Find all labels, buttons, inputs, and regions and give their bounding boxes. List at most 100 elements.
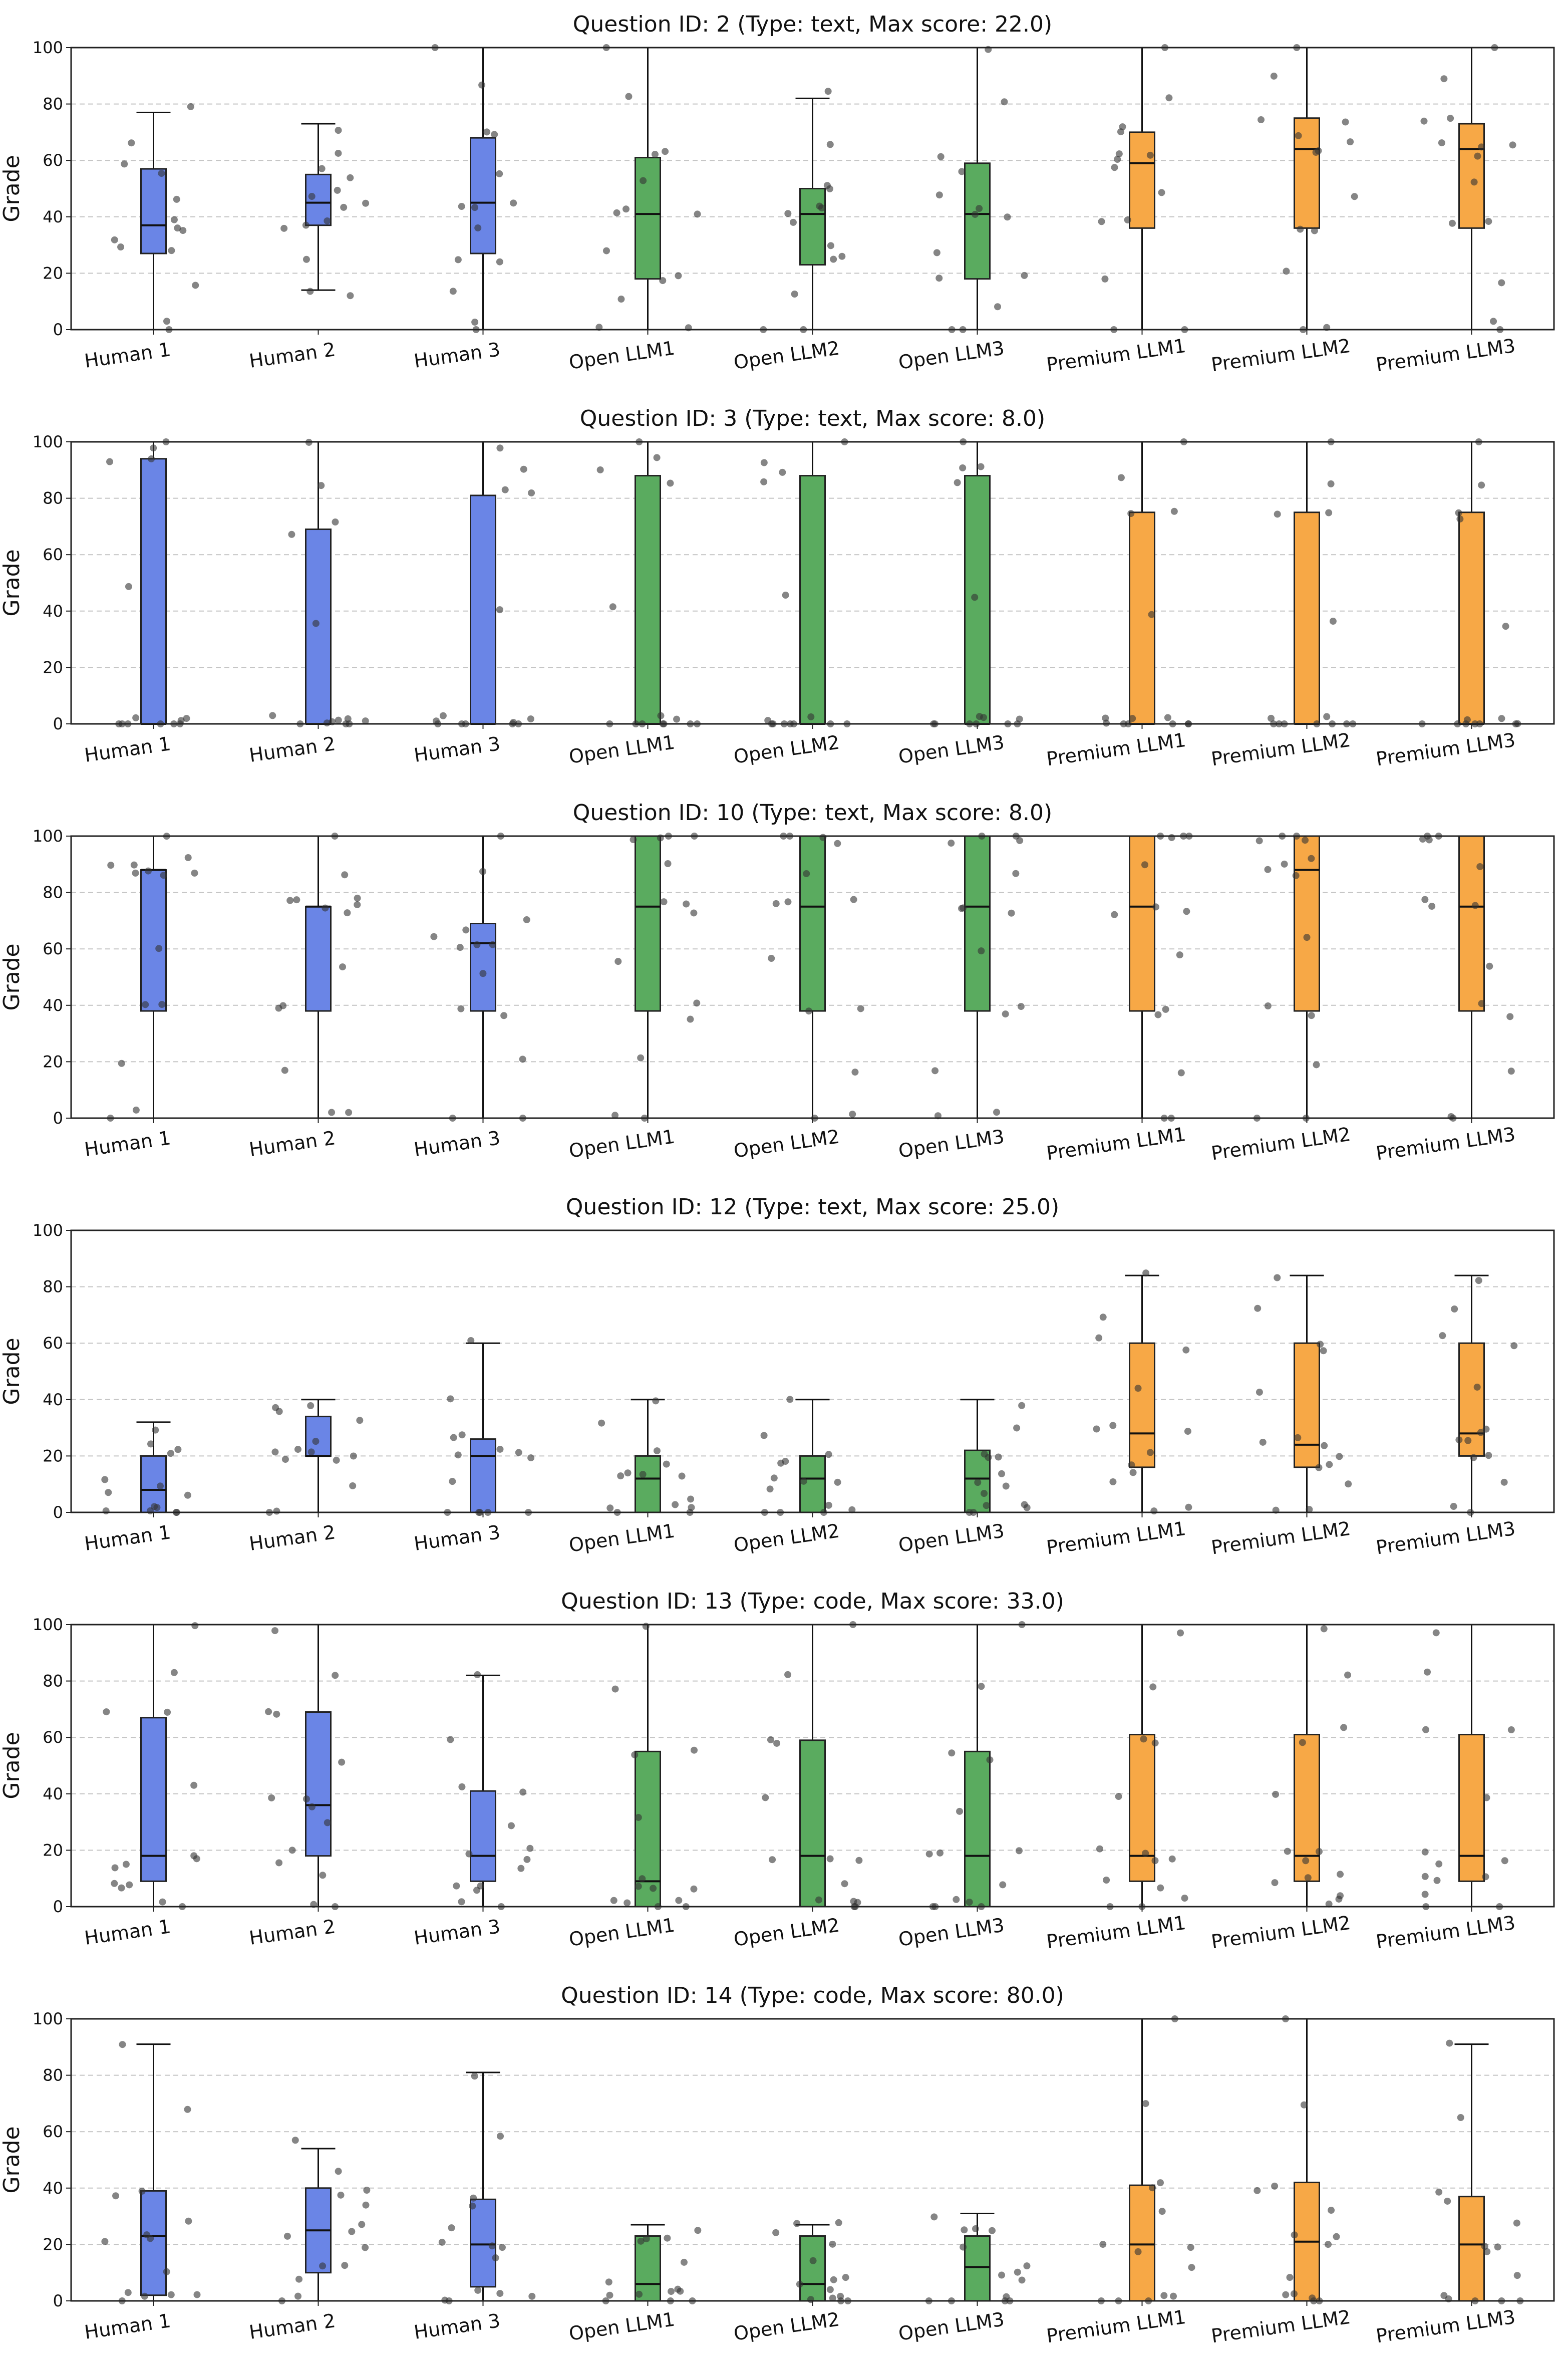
y-tick-label: 100: [33, 827, 63, 846]
data-point: [966, 1898, 973, 1906]
data-point: [345, 1109, 353, 1116]
x-tick-label: Human 1: [83, 1915, 172, 1949]
data-point: [605, 2278, 612, 2286]
data-point: [1258, 116, 1265, 124]
data-point: [339, 963, 347, 971]
data-point: [978, 1683, 985, 1690]
box-open-llm2: [768, 833, 864, 1122]
data-point: [1313, 1061, 1320, 1069]
box-human-1: [101, 1421, 191, 1516]
box-iqr: [1458, 1342, 1485, 1457]
x-tick-label: Open LLM1: [567, 2308, 676, 2345]
data-point: [269, 712, 276, 719]
data-point: [192, 282, 199, 289]
data-point: [1435, 2188, 1443, 2196]
data-point: [1291, 2231, 1298, 2239]
data-point: [174, 224, 181, 232]
data-point: [520, 465, 527, 473]
data-point: [803, 870, 810, 877]
data-point: [764, 717, 772, 724]
data-point: [281, 1456, 289, 1463]
data-point: [124, 2289, 132, 2296]
box-iqr: [470, 1438, 496, 1513]
data-point: [1485, 217, 1492, 225]
data-point: [1470, 178, 1478, 186]
data-point: [1109, 1478, 1117, 1485]
data-point: [155, 945, 163, 952]
data-point: [1450, 1503, 1457, 1510]
box-open-llm1: [610, 1623, 698, 1910]
data-point: [1021, 1501, 1028, 1508]
data-point: [825, 1501, 832, 1509]
data-point: [1328, 2207, 1335, 2214]
data-point: [974, 1479, 982, 1486]
data-point: [829, 2294, 836, 2302]
data-point: [623, 1899, 631, 1907]
data-point: [510, 199, 517, 207]
box-human-3: [444, 1337, 535, 1516]
data-point: [1478, 481, 1485, 489]
data-point: [130, 861, 138, 869]
data-point: [1435, 1860, 1443, 1868]
data-point: [1109, 1422, 1117, 1429]
data-point: [824, 88, 832, 95]
box-open-llm3: [931, 833, 1025, 1120]
data-point: [784, 1671, 792, 1678]
data-point: [179, 227, 187, 234]
data-point: [935, 191, 943, 199]
box-iqr: [635, 157, 661, 280]
y-tick-label: 60: [43, 1334, 63, 1353]
data-point: [1182, 1346, 1190, 1354]
data-point: [132, 1106, 140, 1114]
data-point: [128, 139, 135, 147]
data-point: [1325, 509, 1333, 516]
x-tick-label: Open LLM2: [732, 1126, 841, 1162]
data-point: [1304, 1874, 1312, 1882]
data-point: [1101, 275, 1109, 283]
data-point: [333, 1456, 340, 1464]
data-point: [458, 203, 465, 210]
box-premium-llm2: [1268, 438, 1357, 727]
data-point: [664, 2234, 671, 2242]
data-point: [347, 292, 354, 300]
data-point: [1129, 1469, 1137, 1476]
data-point: [328, 1109, 336, 1116]
data-point: [184, 2106, 191, 2113]
data-point: [335, 716, 342, 724]
data-point: [687, 1495, 695, 1503]
box-iqr: [305, 173, 332, 226]
box-human-3: [447, 1671, 534, 1910]
data-point: [830, 255, 837, 263]
data-point: [1023, 2262, 1031, 2270]
data-point: [1513, 2272, 1521, 2279]
data-point: [496, 444, 504, 452]
data-point: [272, 1404, 279, 1411]
data-point: [354, 901, 361, 908]
data-point: [438, 2238, 446, 2246]
data-point: [773, 1739, 781, 1747]
x-tick-label: Human 2: [248, 2309, 337, 2343]
data-point: [675, 272, 682, 280]
x-tick-label: Open LLM3: [897, 1126, 1006, 1162]
data-point: [1164, 714, 1171, 721]
data-point: [102, 1507, 110, 1515]
data-point: [782, 592, 789, 599]
data-point: [1016, 715, 1023, 723]
y-tick-label: 100: [33, 38, 63, 57]
data-point: [341, 2262, 349, 2269]
box-premium-llm1: [1098, 44, 1188, 333]
data-point: [637, 2237, 645, 2245]
data-point: [690, 1885, 698, 1893]
data-point: [193, 2291, 201, 2298]
data-point: [838, 252, 846, 260]
y-tick-label: 20: [43, 2235, 63, 2254]
data-point: [986, 1756, 994, 1763]
data-point: [1151, 1857, 1159, 1865]
data-point: [1170, 2292, 1177, 2300]
data-point: [1482, 1425, 1490, 1433]
data-point: [458, 1783, 466, 1790]
chart-panel-3: Question ID: 10 (Type: text, Max score: …: [0, 800, 1555, 1164]
data-point: [998, 2271, 1006, 2279]
data-point: [101, 2238, 109, 2245]
y-tick-label: 0: [53, 320, 63, 339]
